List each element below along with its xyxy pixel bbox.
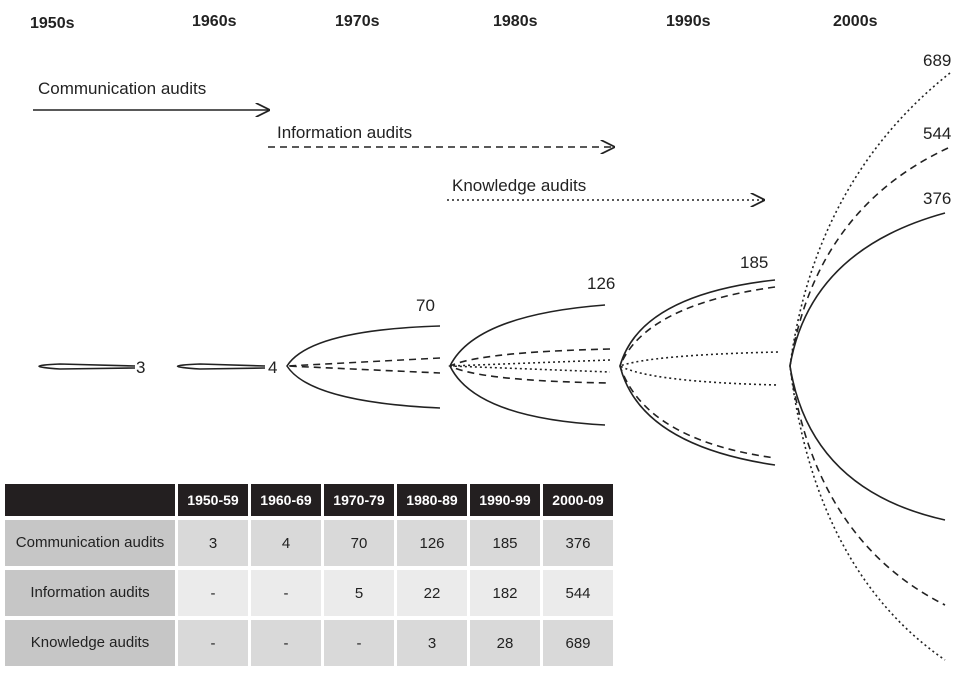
curve (176, 363, 266, 370)
header-row: 1950-59 1960-69 1970-79 1980-89 1990-99 2000-… (5, 484, 613, 516)
decade: 2000s (833, 13, 878, 30)
decade: 1960s (192, 13, 237, 30)
curve-label: 4 (268, 358, 277, 377)
curve-label: 185 (740, 253, 768, 272)
header-cell: 1950-59 (178, 484, 248, 516)
curve-label: 70 (416, 296, 435, 315)
curve (789, 147, 949, 606)
header-cell: 1990-99 (470, 484, 540, 516)
header-cell: 1960-69 (251, 484, 321, 516)
curve (619, 279, 776, 466)
cell: 3 (178, 520, 248, 566)
header-cell (5, 484, 175, 516)
curve (449, 359, 611, 373)
arrow-label: Information audits (277, 123, 412, 142)
cell: - (251, 570, 321, 616)
cell: 70 (324, 520, 394, 566)
curve (286, 325, 441, 409)
row-label: Information audits (5, 570, 175, 616)
cell: 22 (397, 570, 467, 616)
curve (286, 357, 441, 374)
curve (38, 363, 136, 370)
decade: 1980s (493, 13, 538, 30)
cell: 544 (543, 570, 613, 616)
cell: 126 (397, 520, 467, 566)
cell: 4 (251, 520, 321, 566)
curve (448, 348, 611, 384)
arrow-label: Knowledge audits (452, 176, 586, 195)
table-row: Communication audits 3 4 70 126 185 376 (5, 520, 613, 566)
curve-label: 376 (923, 189, 951, 208)
cell: - (178, 570, 248, 616)
cell: - (324, 620, 394, 666)
curve-label: 126 (587, 274, 615, 293)
decade: 1990s (666, 13, 711, 30)
row-label: Knowledge audits (5, 620, 175, 666)
header-cell: 1970-79 (324, 484, 394, 516)
table: 1950-59 1960-69 1970-79 1980-89 1990-99 2000-… (2, 480, 616, 670)
header-cell: 1980-89 (397, 484, 467, 516)
curve (619, 286, 776, 459)
table-row: Information audits - -5 22 182 544 (5, 570, 613, 616)
arrow-label: Communication audits (38, 79, 206, 98)
curve (789, 212, 946, 521)
cell: 185 (470, 520, 540, 566)
cell: - (178, 620, 248, 666)
cell: 3 (397, 620, 467, 666)
curve (789, 72, 951, 661)
header-cell: 2000-09 (543, 484, 613, 516)
curve-label: 689 (923, 51, 951, 70)
cell: 376 (543, 520, 613, 566)
cell: 5 (324, 570, 394, 616)
cell: 182 (470, 570, 540, 616)
cell: - (251, 620, 321, 666)
cell: 689 (543, 620, 613, 666)
cell: 28 (470, 620, 540, 666)
table-row: Knowledge audits - - -3 28 689 (5, 620, 613, 666)
curve (618, 351, 779, 386)
decade: 1950s (30, 15, 75, 32)
curve-label: 3 (136, 358, 145, 377)
decade: 1970s (335, 13, 380, 30)
row-label: Communication audits (5, 520, 175, 566)
curve-label: 544 (923, 124, 951, 143)
